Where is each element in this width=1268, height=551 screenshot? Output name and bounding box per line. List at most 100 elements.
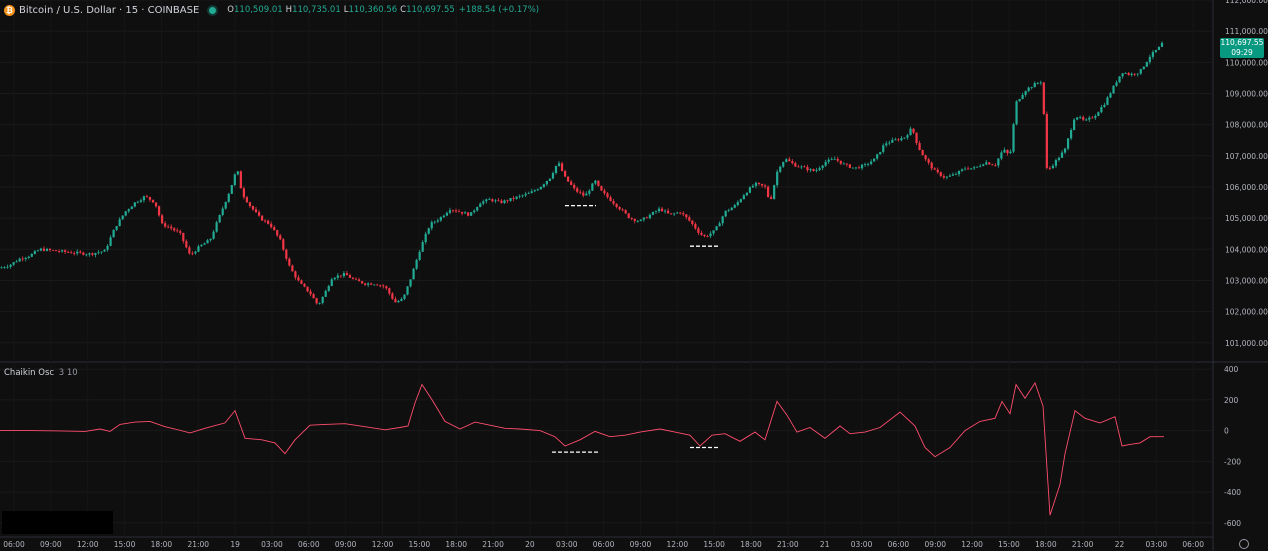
candle-down <box>267 220 270 224</box>
candle-up <box>833 158 836 160</box>
price-axis[interactable]: 101,000.00 102,000.00 103,000.00 104,000.00… <box>1225 0 1268 348</box>
candle-down <box>794 163 797 167</box>
candle-down <box>560 163 564 172</box>
candle-up <box>1157 46 1161 50</box>
price-tick-label: 102,000.00 <box>1225 308 1268 317</box>
candle-up <box>61 250 64 252</box>
candle-down <box>1042 82 1045 114</box>
candle-up <box>118 219 121 227</box>
time-tick-label: 18:00 <box>445 540 467 549</box>
time-tick-label: 15:00 <box>998 540 1020 549</box>
candle-down <box>248 202 252 207</box>
candle-up <box>718 223 721 227</box>
candle-up <box>748 187 752 193</box>
time-tick-label: 12:00 <box>961 540 983 549</box>
candle-up <box>636 220 639 222</box>
candle-up <box>545 180 548 185</box>
candle-up <box>203 243 206 245</box>
candle-up <box>318 302 321 304</box>
candle-down <box>1133 73 1136 75</box>
candle-up <box>397 300 400 303</box>
candle-up <box>891 139 894 143</box>
symbol-title[interactable]: Bitcoin / U.S. Dollar · 15 · COINBASE <box>19 4 200 16</box>
candle-up <box>733 205 736 208</box>
candle-up <box>727 210 730 211</box>
candle-up <box>503 200 506 204</box>
candle-down <box>1127 73 1130 75</box>
time-tick-label: 03:00 <box>1146 540 1168 549</box>
time-tick-label: 12:00 <box>372 540 394 549</box>
candle-down <box>685 214 688 218</box>
candle-down <box>918 143 921 151</box>
candle-down <box>630 217 633 219</box>
candle-up <box>885 143 888 146</box>
candle-down <box>573 184 576 189</box>
candle-down <box>694 223 697 229</box>
candle-up <box>200 244 203 247</box>
oscillator-axis[interactable]: 400 200 0 -200 -400 -600 <box>1224 365 1241 528</box>
price-tick-label: 105,000.00 <box>1225 214 1268 223</box>
candle-down <box>79 251 82 253</box>
candle-down <box>164 223 167 227</box>
candle-down <box>836 158 839 161</box>
candle-down <box>582 192 585 196</box>
time-tick-label: 21:00 <box>777 540 799 549</box>
candle-down <box>609 197 612 202</box>
candle-up <box>433 221 436 223</box>
candle-up <box>212 231 215 239</box>
time-axis[interactable]: 06:00 09:00 12:00 15:00 18:00 21:00 19 03:00 06:… <box>3 540 1204 549</box>
candle-down <box>176 230 179 232</box>
candle-up <box>1139 69 1142 74</box>
candle-up <box>663 210 667 212</box>
candle-down <box>788 159 791 162</box>
candle-up <box>676 212 679 214</box>
candle-up <box>6 266 9 268</box>
time-tick-label: 09:00 <box>924 540 946 549</box>
candle-up <box>736 202 739 206</box>
candle-down <box>700 232 703 235</box>
candle-up <box>651 211 655 215</box>
settings-gear-icon[interactable] <box>1239 539 1249 549</box>
candle-down <box>312 294 315 299</box>
candle-up <box>221 208 224 215</box>
candle-down <box>245 197 249 203</box>
candle-down <box>670 213 673 215</box>
candle-up <box>882 145 885 152</box>
candle-up <box>136 201 139 203</box>
candle-up <box>112 229 115 238</box>
candle-up <box>888 142 891 144</box>
candle-down <box>803 166 806 168</box>
candle-down <box>467 212 470 216</box>
candle-up <box>482 201 485 204</box>
candle-up <box>1054 160 1058 166</box>
indicator-legend[interactable]: Chaikin Osc 3 10 <box>4 368 78 378</box>
candle-up <box>1069 130 1073 139</box>
candle-up <box>533 190 536 192</box>
candle-down <box>576 188 579 192</box>
candle-down <box>57 251 61 252</box>
candle-down <box>912 128 915 133</box>
candle-up <box>197 246 200 252</box>
candle-down <box>182 232 185 242</box>
candle-up <box>1015 101 1018 125</box>
candle-up <box>948 175 951 177</box>
candle-down <box>279 235 282 240</box>
candle-down <box>191 253 194 255</box>
candle-down <box>315 298 318 304</box>
candle-down <box>291 265 294 272</box>
candle-up <box>1076 117 1079 120</box>
candle-down <box>188 247 191 254</box>
candle-up <box>594 180 597 184</box>
candle-up <box>1103 104 1106 108</box>
time-tick-label: 15:00 <box>703 540 725 549</box>
candle-up <box>945 176 948 178</box>
candle-up <box>418 251 421 260</box>
candle-up <box>1063 148 1067 153</box>
candle-down <box>148 196 152 200</box>
candle-up <box>524 193 527 196</box>
candle-up <box>642 217 645 220</box>
candle-up <box>588 190 591 194</box>
time-tick-label: 21:00 <box>187 540 209 549</box>
candle-up <box>130 206 133 210</box>
